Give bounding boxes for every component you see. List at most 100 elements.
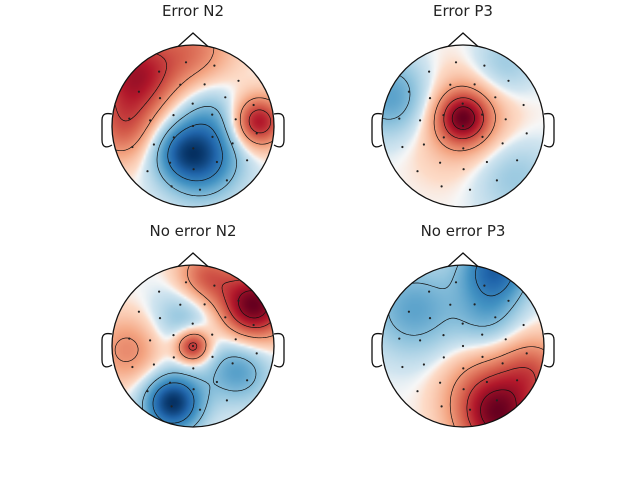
sensor-dot (172, 334, 175, 337)
sensor-dot (516, 379, 519, 382)
sensor-dot (128, 337, 131, 340)
title-error-p3: Error P3 (433, 2, 493, 20)
sensor-dot (131, 365, 134, 369)
sensor-dot (172, 114, 175, 117)
sensor-dot (191, 124, 195, 128)
nose-outline (447, 32, 479, 47)
sensor-dot (198, 408, 202, 411)
sensor-dot (172, 356, 175, 359)
sensor-dot (252, 103, 255, 107)
sensor-dot (462, 168, 465, 171)
sensor-dot (449, 303, 452, 306)
sensor-dot (462, 147, 465, 150)
right-ear-outline (273, 332, 285, 368)
sensor-dot (473, 83, 476, 86)
sensor-dot (422, 143, 425, 146)
sensor-dot (428, 97, 432, 100)
sensor-dot (401, 365, 404, 369)
sensor-dot (468, 408, 472, 411)
sensor-dot (407, 310, 410, 313)
sensor-dot (428, 317, 432, 320)
sensor-dot (439, 381, 442, 384)
contour-line (443, 97, 484, 140)
head-outline (381, 264, 545, 428)
sensor-dot (462, 388, 465, 391)
sensor-dot (495, 179, 498, 182)
sensor-dot (246, 379, 249, 382)
sensor-dot (158, 317, 162, 320)
contour-line (152, 382, 195, 424)
sensor-dot (416, 170, 419, 173)
sensor-dot (428, 70, 431, 73)
sensor-dot (504, 118, 507, 121)
sensor-dot (485, 160, 488, 164)
right-ear-outline (273, 112, 285, 148)
sensor-dot (419, 339, 422, 342)
sensor-dot (169, 381, 172, 384)
sensor-dot (442, 356, 445, 359)
sensor-dot (442, 114, 445, 117)
sensor-dot (179, 83, 182, 86)
sensor-dot (169, 161, 172, 164)
sensor-dot (525, 132, 528, 135)
sensor-dot (416, 390, 419, 393)
sensor-dot (172, 136, 175, 139)
title-no-error-n2: No error N2 (149, 222, 236, 240)
sensor-dot (179, 303, 182, 306)
sensor-dot (211, 333, 214, 336)
sensor-dot (158, 97, 162, 100)
sensor-dot (481, 135, 484, 138)
sensor-dot (237, 79, 240, 82)
sensor-dot (192, 147, 195, 150)
sensor-dot (255, 132, 258, 135)
contour-line (449, 346, 544, 427)
sensor-dot (184, 281, 188, 284)
sensor-dot (255, 352, 258, 355)
topomap-error-n2 (101, 32, 285, 208)
sensor-dot (213, 284, 216, 287)
left-ear-outline (101, 332, 113, 368)
sensor-dot (481, 355, 484, 358)
right-ear-outline (543, 332, 555, 368)
nose-outline (177, 32, 209, 47)
sensor-dot (152, 143, 155, 146)
sensor-dot (440, 405, 443, 408)
sensor-dot (398, 337, 401, 340)
left-ear-outline (101, 112, 113, 148)
sensor-dot (158, 290, 161, 293)
sensor-dot (461, 322, 464, 325)
sensor-dot (152, 363, 155, 366)
sensor-dot (401, 145, 404, 149)
sensor-dot (158, 70, 161, 73)
sensor-dot (454, 61, 458, 64)
topomap-error-p3 (371, 32, 555, 208)
sensor-dot (225, 179, 228, 182)
sensor-dot (507, 299, 510, 302)
sensor-dot (468, 188, 472, 191)
head-outline (381, 44, 545, 208)
title-error-n2: Error N2 (162, 2, 224, 20)
sensor-dot (211, 355, 214, 358)
sensor-dot (213, 64, 216, 67)
sensor-dot (525, 352, 528, 355)
sensor-dot (191, 322, 194, 325)
left-ear-outline (371, 332, 383, 368)
sensor-dot (495, 399, 498, 402)
sensor-dot (462, 367, 465, 370)
sensor-dot (483, 64, 486, 67)
sensor-dot (501, 362, 504, 365)
sensor-dot (231, 362, 234, 365)
sensor-dot (252, 323, 255, 327)
sensor-dot (494, 96, 497, 99)
sensor-dot (483, 284, 486, 287)
sensor-dot (485, 380, 488, 384)
sensor-dot (237, 299, 240, 302)
sensor-dot (454, 281, 458, 284)
nose-outline (177, 252, 209, 267)
sensor-dot (507, 79, 510, 82)
nose-outline (447, 252, 479, 267)
sensor-dot (481, 113, 484, 116)
sensor-dot (215, 160, 218, 164)
sensor-dot (211, 113, 214, 116)
sensor-dot (137, 310, 140, 313)
